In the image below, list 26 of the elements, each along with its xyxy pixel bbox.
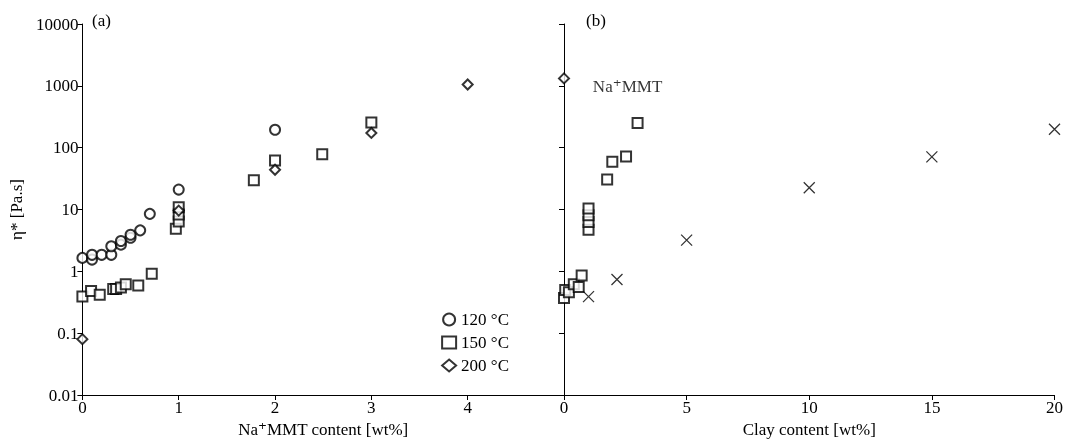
- x-tick-label: 2: [270, 398, 280, 417]
- y-axis-title: η* [Pa.s]: [7, 179, 26, 240]
- y-tick-label: 100: [52, 138, 79, 158]
- y-tick-label: 1000: [44, 76, 79, 96]
- y-tick-label: 1: [69, 261, 79, 281]
- annotation: (a): [92, 11, 111, 30]
- x-tick-label: 10: [800, 398, 818, 417]
- x-tick-label: 3: [367, 398, 376, 417]
- x-tick-label: 20: [1046, 398, 1063, 417]
- legend-label: 120 °C: [461, 310, 509, 329]
- series-label: Na⁺MMT: [592, 77, 663, 97]
- x-tick-label: 5: [682, 398, 691, 417]
- legend-label: 200 °C: [461, 356, 509, 375]
- x-axis-title: Clay content [wt%]: [742, 419, 876, 439]
- x-tick-label: 0: [559, 398, 569, 417]
- x-tick-label: 4: [463, 398, 473, 417]
- x-tick-label: 0: [78, 398, 87, 417]
- x-tick-label: 15: [923, 398, 941, 417]
- x-axis-title: Na⁺MMT content [wt%]: [238, 419, 409, 439]
- annotation: (b): [586, 11, 606, 30]
- x-tick-label: 1: [174, 398, 183, 417]
- legend-label: 150 °C: [461, 333, 509, 352]
- y-tick-label: 10: [61, 200, 79, 219]
- y-tick-label: 0.1: [57, 323, 79, 343]
- y-tick-label: 0.01: [48, 385, 79, 405]
- y-tick-label: 10000: [35, 14, 79, 34]
